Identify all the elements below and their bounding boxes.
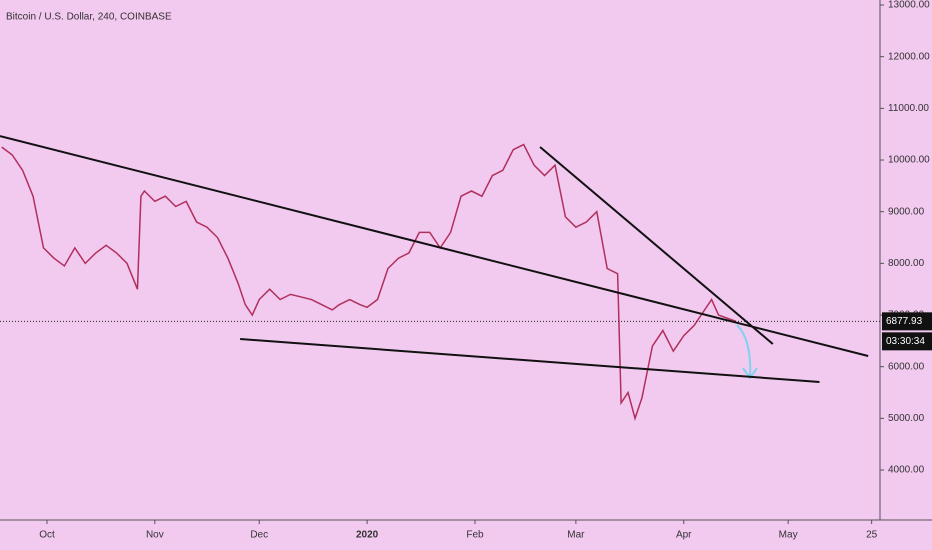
y-tick-label: 12000.00	[888, 51, 930, 62]
trendline	[0, 135, 869, 357]
y-tick-label: 6000.00	[888, 361, 925, 372]
x-tick-label: Dec	[250, 530, 268, 541]
countdown-box	[882, 332, 932, 351]
x-tick-label: Feb	[466, 530, 484, 541]
x-tick-label: Oct	[39, 530, 55, 541]
x-tick-label: Mar	[567, 530, 585, 541]
y-tick-label: 11000.00	[888, 103, 929, 114]
x-tick-label: Nov	[146, 530, 164, 541]
price-line	[1, 143, 737, 421]
trendline	[539, 146, 774, 345]
trendline	[240, 338, 820, 383]
y-tick-label: 4000.00	[888, 465, 925, 476]
countdown-label: 03:30:34	[886, 336, 925, 347]
x-tick-label: 25	[866, 530, 878, 541]
x-tick-label: 2020	[356, 530, 379, 541]
y-tick-label: 9000.00	[888, 206, 925, 217]
y-tick-label: 13000.00	[888, 0, 930, 11]
x-tick-label: Apr	[676, 530, 692, 541]
y-tick-label: 10000.00	[888, 155, 930, 166]
last-price-label: 6877.93	[886, 316, 923, 327]
y-tick-label: 8000.00	[888, 258, 925, 269]
chart-title: Bitcoin / U.S. Dollar, 240, COINBASE	[6, 12, 172, 23]
y-tick-label: 5000.00	[888, 413, 925, 424]
x-tick-label: May	[779, 530, 798, 541]
projection-arrow	[736, 324, 758, 380]
last-price-box	[882, 312, 932, 331]
